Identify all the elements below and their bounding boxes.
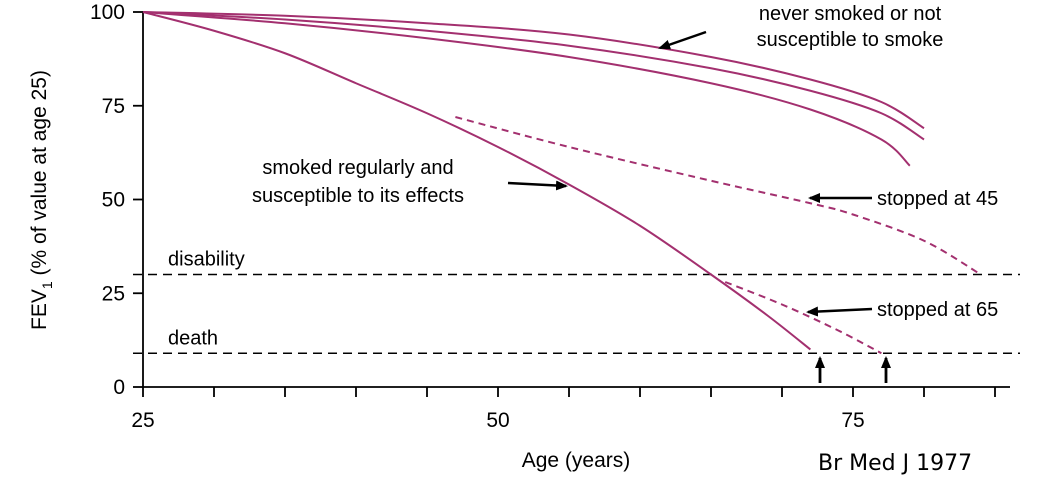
reference-line-label-disability: disability [168, 249, 245, 271]
series-group [142, 11, 982, 355]
y-tick-label: 75 [102, 95, 125, 118]
annotation-stopped-65: stopped at 65 [877, 299, 998, 321]
arrow-smoked-regularly [507, 180, 568, 191]
arrow-never-smoked [658, 30, 707, 50]
x-tick-label: 25 [131, 409, 154, 432]
y-tick-label: 25 [102, 282, 125, 305]
series-line-3 [142, 11, 911, 167]
series-line-6 [724, 281, 882, 355]
y-axis-title: FEV1 (% of value at age 25) [28, 70, 55, 330]
x-tick-label: 50 [486, 409, 509, 432]
x-ticks: 25 50 75 [131, 387, 996, 432]
arrow-stopped-65 [806, 306, 873, 317]
source-citation: Br Med J 1977 [818, 451, 972, 476]
annotation-smoked-regularly-line1: smoked regularly and [262, 157, 453, 179]
annotation-smoked-regularly-line2: susceptible to its effects [252, 185, 464, 207]
reference-lines: disability death [133, 249, 1020, 355]
annotation-stopped-45: stopped at 45 [877, 188, 998, 210]
x-axis-title: Age (years) [522, 449, 631, 472]
series-line-2 [142, 11, 925, 141]
annotations: never smoked or not susceptible to smoke… [252, 3, 998, 476]
reference-line-label-death: death [168, 327, 218, 349]
series-line-4 [142, 11, 812, 351]
y-tick-label: 100 [90, 1, 125, 24]
series-line-5 [455, 116, 982, 276]
series-line-1 [142, 11, 925, 130]
x-tick-label: 75 [841, 409, 864, 432]
annotation-never-smoked-line1: never smoked or not [759, 3, 942, 25]
y-tick-label: 50 [102, 189, 125, 212]
y-ticks: 0 25 50 75 100 [90, 1, 143, 399]
y-tick-label: 0 [113, 376, 125, 399]
annotation-never-smoked-line2: susceptible to smoke [757, 29, 944, 51]
